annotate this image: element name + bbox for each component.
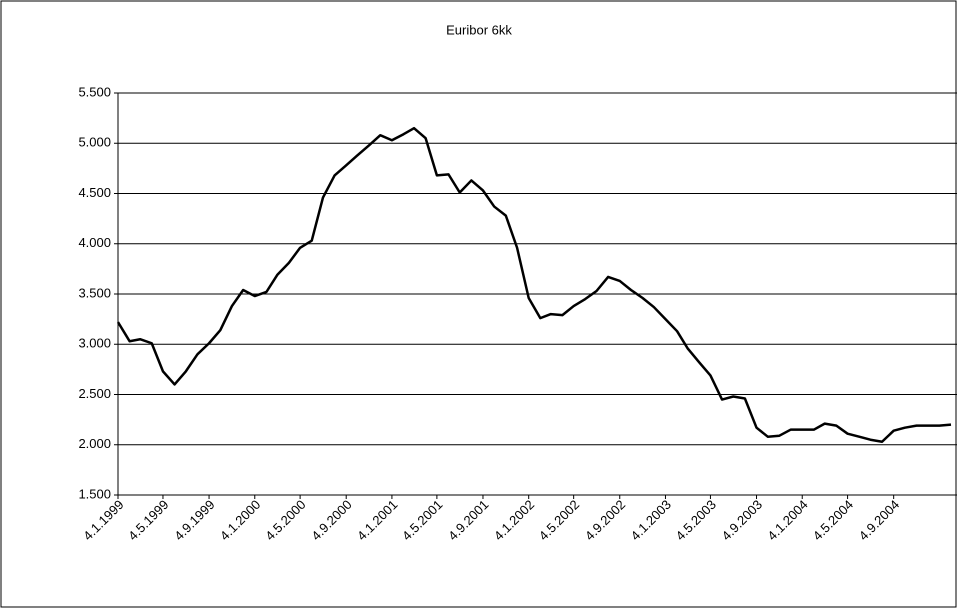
y-tick-label: 2.000 xyxy=(78,436,111,451)
y-tick-label: 5.500 xyxy=(78,84,111,99)
y-tick-label: 2.500 xyxy=(78,386,111,401)
y-tick-label: 1.500 xyxy=(78,486,111,501)
y-tick-label: 5.000 xyxy=(78,135,111,150)
chart-title: Euribor 6kk xyxy=(446,22,512,37)
y-tick-label: 3.500 xyxy=(78,285,111,300)
line-series xyxy=(116,126,952,443)
y-tick-label: 3.000 xyxy=(78,336,111,351)
y-tick-label: 4.000 xyxy=(78,235,111,250)
y-tick-label: 4.500 xyxy=(78,185,111,200)
